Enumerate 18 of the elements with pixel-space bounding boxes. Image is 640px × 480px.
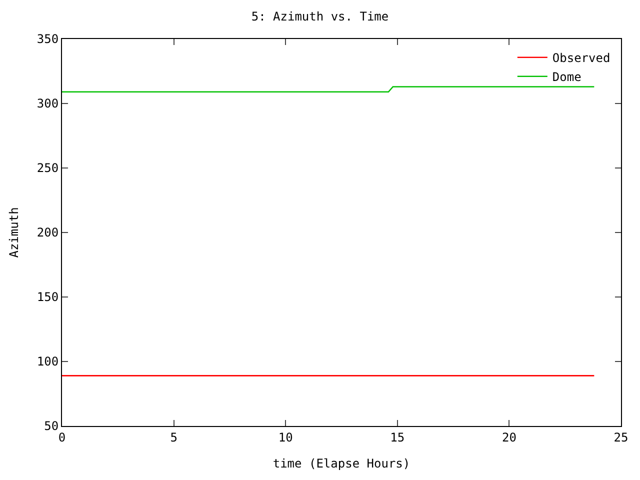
y-tick-label: 100 bbox=[36, 354, 59, 369]
y-tick-label: 250 bbox=[36, 161, 59, 176]
legend-label: Dome bbox=[552, 70, 582, 84]
legend-label: Observed bbox=[552, 51, 610, 66]
x-tick-label: 5 bbox=[170, 430, 178, 444]
x-tick-label: 15 bbox=[390, 430, 405, 444]
y-tick-label: 150 bbox=[36, 290, 59, 304]
x-tick-label: 10 bbox=[278, 430, 293, 444]
chart-title: 5: Azimuth vs. Time bbox=[251, 9, 389, 24]
y-tick-label: 200 bbox=[36, 226, 59, 240]
x-axis-title: time (Elapse Hours) bbox=[272, 456, 410, 470]
x-tick-label: 0 bbox=[58, 430, 66, 444]
x-tick-label: 20 bbox=[502, 430, 516, 444]
x-tick-label: 25 bbox=[614, 430, 628, 444]
y-tick-label: 350 bbox=[36, 32, 59, 46]
y-tick-label: 300 bbox=[36, 96, 59, 111]
y-tick-label: 50 bbox=[44, 419, 59, 434]
y-axis-title: Azimuth bbox=[7, 207, 22, 258]
